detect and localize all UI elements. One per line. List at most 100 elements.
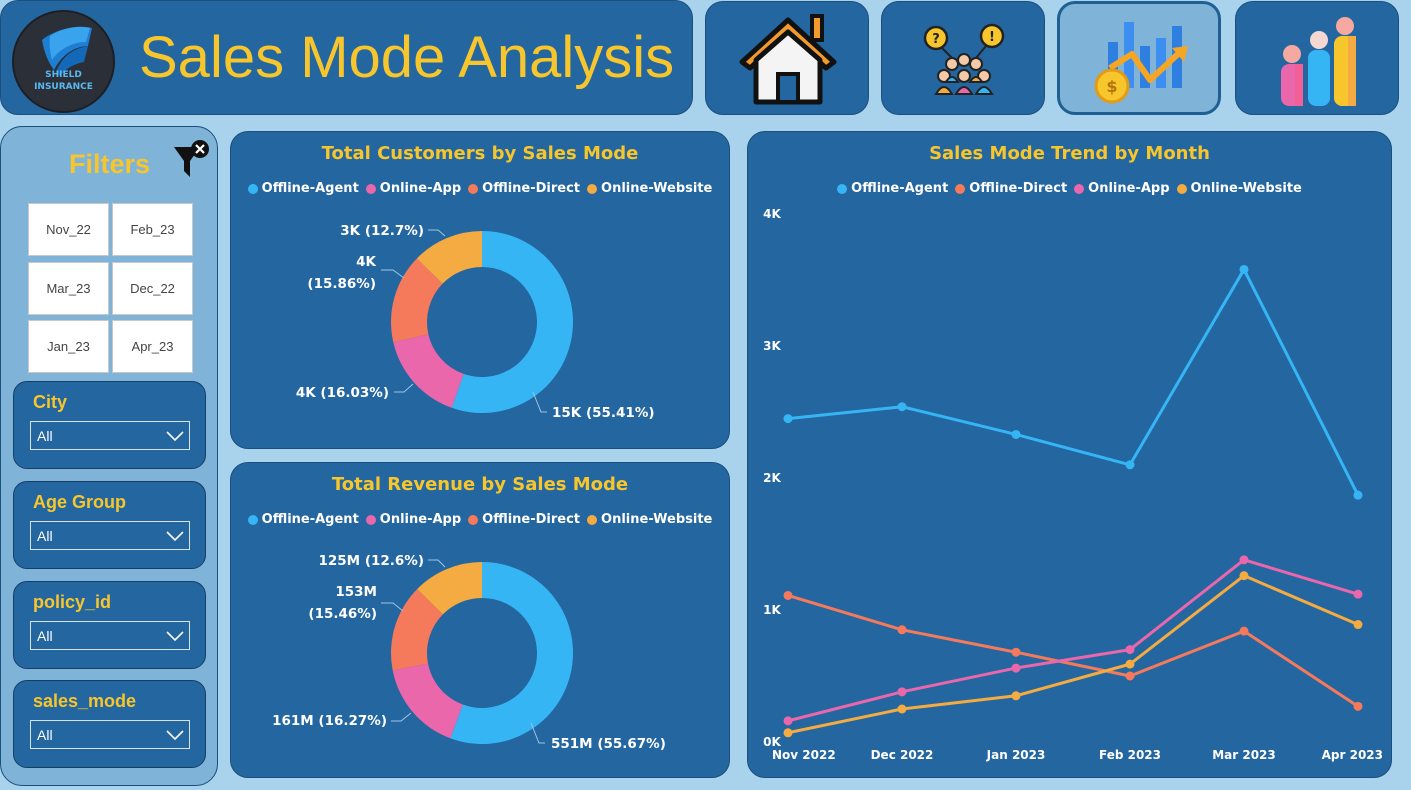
data-point-online-website[interactable] xyxy=(1239,571,1249,581)
legend-dot xyxy=(1074,183,1085,194)
legend-item[interactable]: Online-App xyxy=(1074,181,1170,196)
age-group-slicer-label: Age Group xyxy=(33,492,126,512)
nav-sales-mode-analysis-button[interactable]: $ xyxy=(1057,1,1221,115)
legend-item[interactable]: Online-Website xyxy=(587,181,712,196)
data-point-online-app[interactable] xyxy=(783,716,793,726)
donut-label-offline-direct-2: (15.86%) xyxy=(307,276,376,292)
nav-home-button[interactable] xyxy=(705,1,869,115)
donut-slice-offline-agent[interactable] xyxy=(450,562,573,744)
donut-slice-online-website[interactable] xyxy=(417,562,482,615)
legend-label: Online-App xyxy=(379,181,462,196)
legend-dot xyxy=(587,514,598,525)
donut-label-offline-direct-2: (15.46%) xyxy=(308,606,377,622)
series-line-offline-agent[interactable] xyxy=(787,267,1360,496)
data-point-offline-agent[interactable] xyxy=(783,414,793,424)
month-tile-4[interactable]: Dec_22 xyxy=(112,262,193,315)
data-point-offline-direct[interactable] xyxy=(1011,647,1021,657)
series-line-online-app[interactable] xyxy=(787,558,1359,723)
data-point-online-app[interactable] xyxy=(1239,555,1249,565)
data-point-offline-direct[interactable] xyxy=(1239,626,1249,636)
customers-chart-title: Total Customers by Sales Mode xyxy=(321,143,639,164)
filters-pane: Filters Nov_22 Feb_23 Mar_23 Dec_22 Jan_… xyxy=(0,126,218,786)
donut-slice-offline-direct[interactable] xyxy=(391,258,443,343)
legend-item[interactable]: Offline-Agent xyxy=(247,181,359,196)
revenue-donut-panel: Total Revenue by Sales Mode Offline-Agen… xyxy=(230,462,730,778)
month-tile-2[interactable]: Feb_23 xyxy=(112,203,193,256)
month-tile-3[interactable]: Mar_23 xyxy=(28,262,109,315)
legend-item[interactable]: Online-Website xyxy=(1176,181,1302,196)
donut-label-online-website: 125M (12.6%) xyxy=(319,553,425,569)
trend-line-panel: Sales Mode Trend by Month Offline-Agent … xyxy=(747,131,1392,778)
x-tick-label: Nov 2022 xyxy=(772,748,836,762)
donut-slice-online-website[interactable] xyxy=(416,231,482,284)
age-group-slicer: Age Group All xyxy=(13,481,206,569)
city-dropdown[interactable]: All xyxy=(30,421,190,450)
data-point-offline-agent[interactable] xyxy=(1239,264,1249,274)
policy-id-dropdown[interactable]: All xyxy=(30,621,190,650)
donut-slice-online-app[interactable] xyxy=(392,663,463,739)
page-title: Sales Mode Analysis xyxy=(139,25,675,90)
nav-demographics-button[interactable] xyxy=(1235,1,1399,115)
legend-item[interactable]: Offline-Direct xyxy=(468,512,580,527)
sales-mode-dropdown[interactable]: All xyxy=(30,720,190,749)
data-point-offline-agent[interactable] xyxy=(1011,429,1021,439)
legend-dot xyxy=(468,514,479,525)
nav-customer-insights-button[interactable]: ? ! xyxy=(881,1,1045,115)
svg-text:!: ! xyxy=(989,30,995,45)
data-point-online-website[interactable] xyxy=(1353,620,1363,630)
donut-label-offline-direct-1: 153M xyxy=(335,584,377,600)
month-tile-6[interactable]: Apr_23 xyxy=(112,320,193,373)
x-tick-label: Dec 2022 xyxy=(871,748,934,762)
legend-label: Online-Website xyxy=(601,181,713,196)
data-point-online-app[interactable] xyxy=(1011,663,1021,673)
leader-line xyxy=(394,383,414,393)
donut-slice-offline-direct[interactable] xyxy=(391,589,443,671)
data-point-offline-agent[interactable] xyxy=(1353,490,1363,500)
legend-item[interactable]: Online-App xyxy=(365,512,461,527)
leader-line xyxy=(532,391,547,413)
x-tick-label: Apr 2023 xyxy=(1322,748,1383,762)
data-point-online-app[interactable] xyxy=(1125,645,1135,655)
data-point-online-app[interactable] xyxy=(1353,589,1363,599)
legend-item[interactable]: Offline-Agent xyxy=(247,512,359,527)
data-point-offline-direct[interactable] xyxy=(897,625,907,635)
series-line-online-website[interactable] xyxy=(787,574,1359,735)
age-group-dropdown[interactable]: All xyxy=(30,521,190,550)
data-point-online-website[interactable] xyxy=(897,704,907,714)
data-point-online-website[interactable] xyxy=(783,728,793,738)
donut-slice-online-app[interactable] xyxy=(393,334,464,408)
customers-donut-panel: Total Customers by Sales Mode Offline-Ag… xyxy=(230,131,730,449)
donut-slice-offline-agent[interactable] xyxy=(451,231,573,413)
legend-label: Online-App xyxy=(1088,181,1170,196)
age-group-dropdown-value: All xyxy=(37,528,53,544)
customers-legend: Offline-Agent Online-App Offline-Direct … xyxy=(231,181,729,196)
data-point-offline-agent[interactable] xyxy=(1125,460,1135,470)
donut-label-offline-agent: 15K (55.41%) xyxy=(552,405,655,421)
month-tile-5[interactable]: Jan_23 xyxy=(28,320,109,373)
legend-dot xyxy=(365,514,376,525)
data-point-online-app[interactable] xyxy=(897,687,907,697)
city-dropdown-value: All xyxy=(37,428,53,444)
legend-item[interactable]: Offline-Direct xyxy=(955,181,1067,196)
logo-text-line1: SHIELD xyxy=(45,70,82,80)
data-point-offline-direct[interactable] xyxy=(783,590,793,600)
month-tile-1[interactable]: Nov_22 xyxy=(28,203,109,256)
data-point-online-website[interactable] xyxy=(1125,659,1135,669)
y-tick-label: 3K xyxy=(763,339,781,353)
clear-filter-icon[interactable] xyxy=(171,139,211,183)
data-point-offline-direct[interactable] xyxy=(1125,671,1135,681)
customers-donut-chart: 15K (55.41%) 4K (16.03%) 4K (15.86%) 3K … xyxy=(296,223,655,421)
filters-title: Filters xyxy=(69,149,151,179)
series-line-offline-direct[interactable] xyxy=(787,594,1359,708)
y-tick-label: 0K xyxy=(763,735,781,749)
company-logo: SHIELD INSURANCE xyxy=(12,10,115,113)
legend-item[interactable]: Offline-Direct xyxy=(468,181,580,196)
data-point-offline-direct[interactable] xyxy=(1353,701,1363,711)
legend-item[interactable]: Offline-Agent xyxy=(837,181,948,196)
legend-item[interactable]: Online-App xyxy=(365,181,462,196)
trend-line-chart: 0K 1K 2K 3K 4K Nov 2022 Dec 2022 Jan 2023 Feb 20… xyxy=(763,207,1383,762)
legend-item[interactable]: Online-Website xyxy=(587,512,712,527)
data-point-online-website[interactable] xyxy=(1011,691,1021,701)
data-point-offline-agent[interactable] xyxy=(897,402,907,412)
trend-chart-title: Sales Mode Trend by Month xyxy=(929,143,1210,164)
